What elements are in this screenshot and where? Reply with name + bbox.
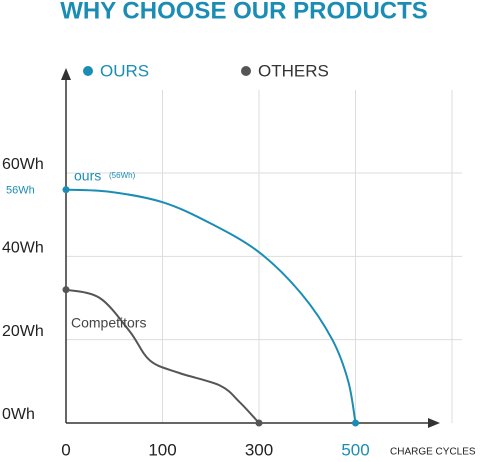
endpoint [62,286,70,294]
endpoint [255,419,263,427]
legend-label: OURS [100,61,149,80]
y-tick-label: 0Wh [2,406,35,423]
x-axis-label: CHARGE CYCLES [390,447,476,458]
x-tick-label: 0 [61,440,70,459]
x-tick-label: 500 [341,440,369,459]
chart-title: WHY CHOOSE OUR PRODUCTS [60,0,428,24]
y-tick-label: 60Wh [2,156,44,173]
x-tick-label: 100 [148,440,176,459]
y-tick-label: 40Wh [2,240,44,257]
highlight-tick-label: 56Wh [6,185,35,197]
annotation: ours [74,167,101,183]
series-line [65,288,260,424]
annotation: Competitors [71,314,146,330]
x-tick-label: 300 [245,440,273,459]
y-axis-arrow [61,68,71,80]
endpoint [62,186,70,194]
endpoint [352,419,359,427]
legend-marker [83,66,93,76]
x-axis-arrow [428,418,440,428]
annotation: (56Wh) [109,171,136,180]
series-line [65,188,357,424]
legend-label: OTHERS [258,61,329,80]
y-tick-label: 20Wh [2,323,44,340]
legend-marker [241,66,251,76]
